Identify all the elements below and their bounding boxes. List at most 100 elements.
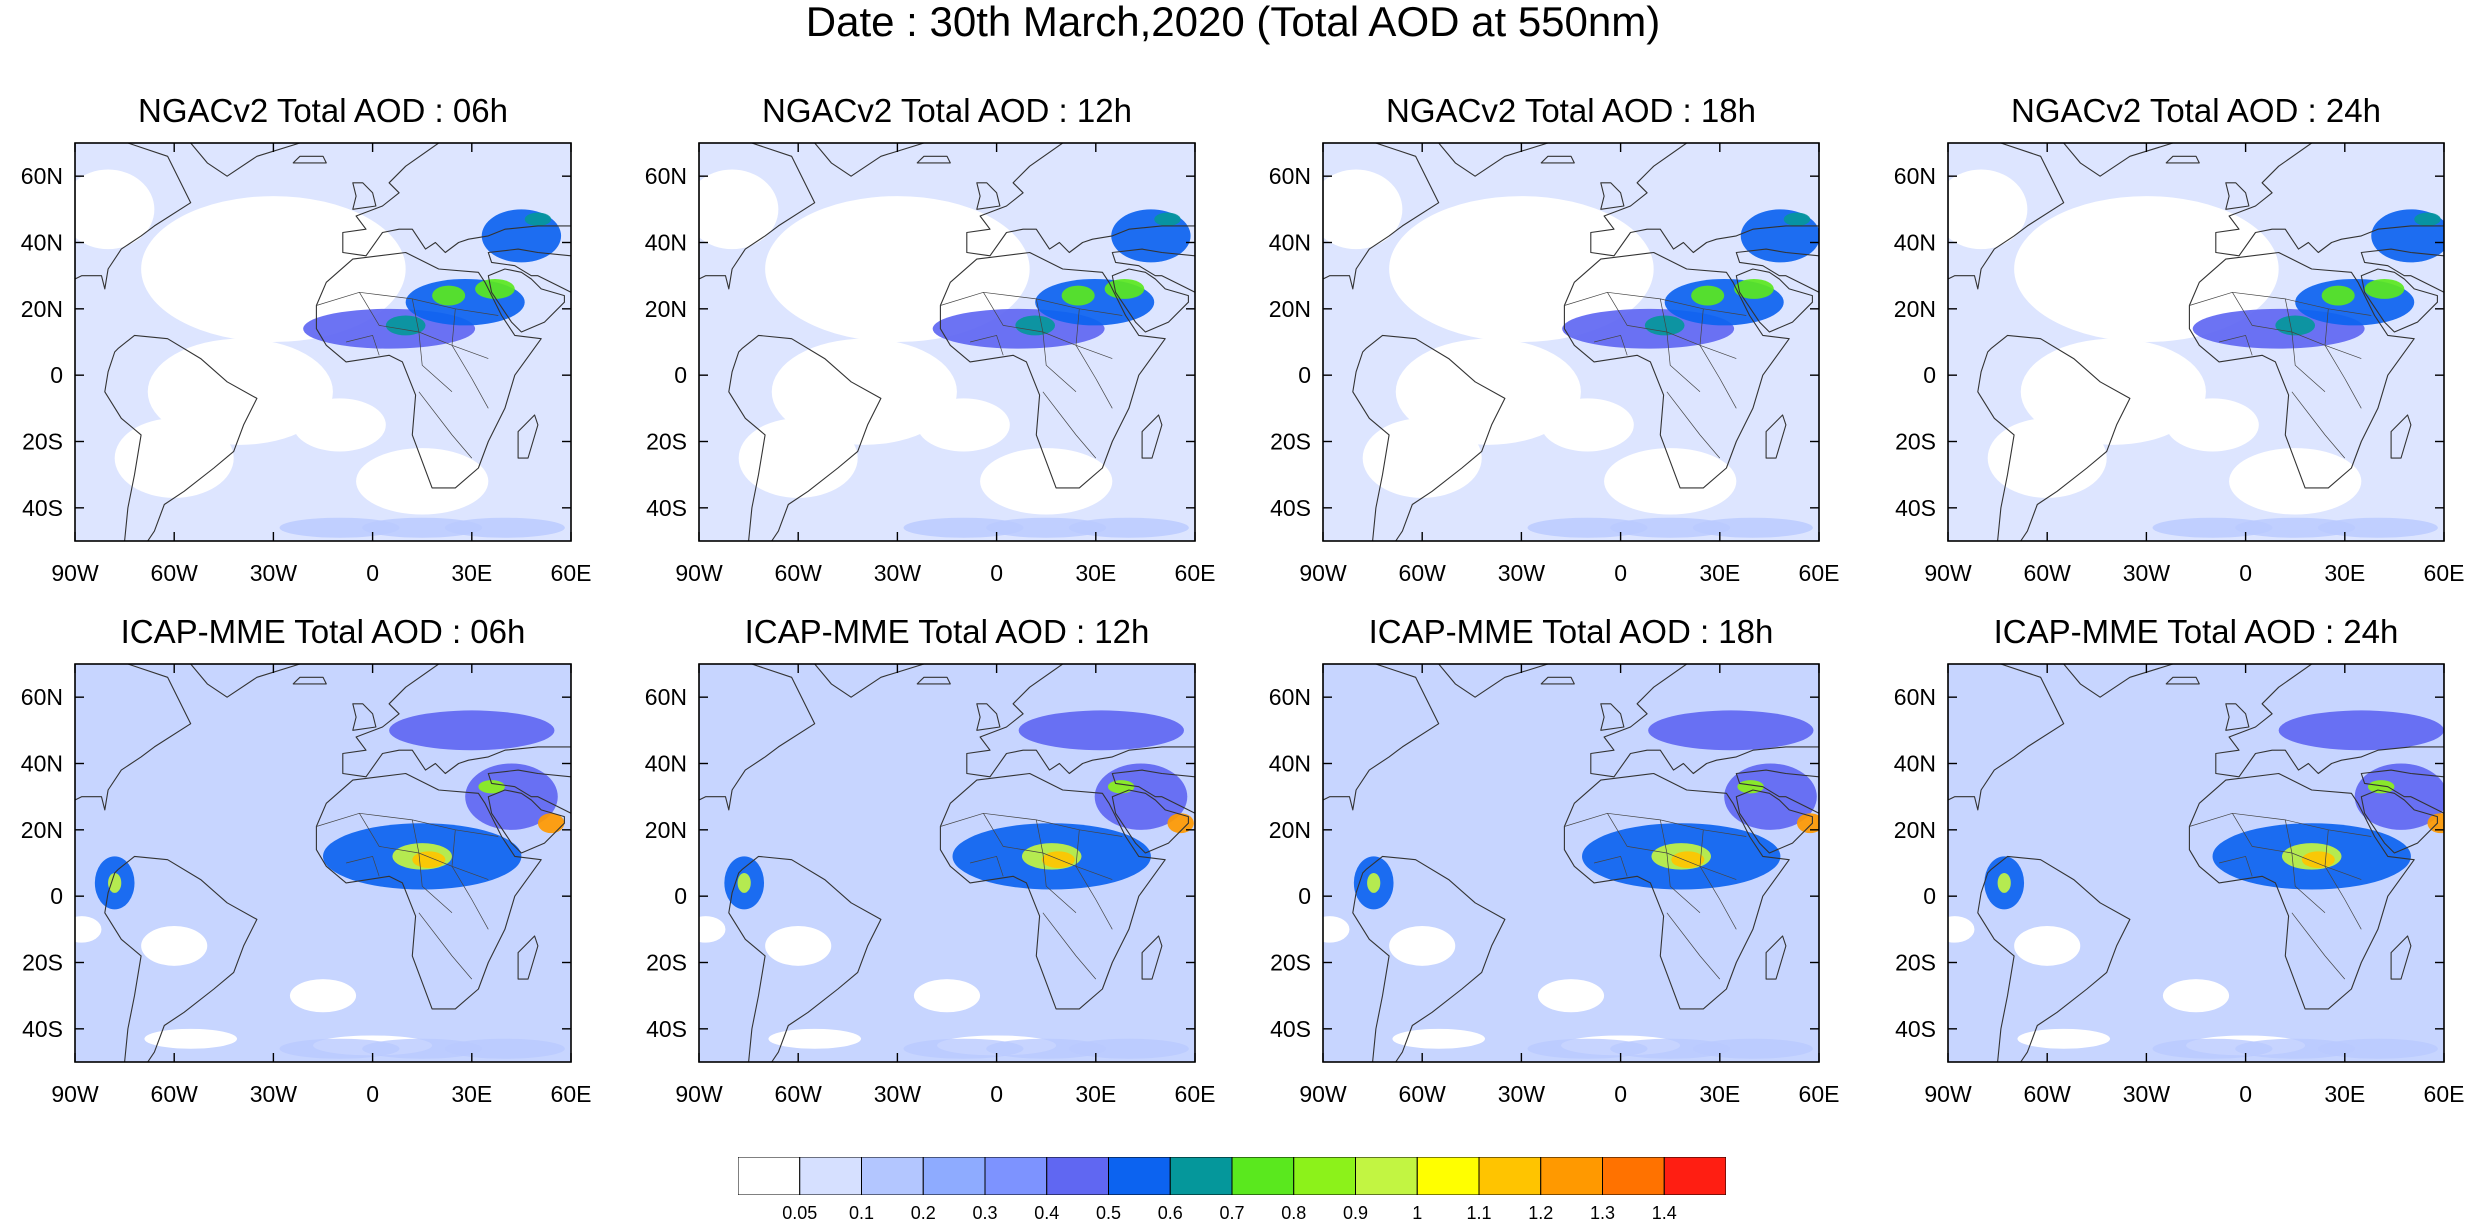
country-border [1594,855,1628,877]
low-aod-area [293,398,386,452]
lon-tick-label: 30W [250,1081,298,1107]
coastline-iceland [292,155,327,164]
coastline-greenland [814,143,925,177]
aod-plume [2367,780,2395,794]
coastline-british-isles [1600,703,1625,731]
aod-plume [1796,813,1819,834]
panel-title: ICAP-MME Total AOD : 24h [1993,613,2399,650]
low-aod-area [2166,398,2259,452]
low-aod-area [147,338,333,445]
map-frame [1947,142,2445,542]
lon-tick-label: 30W [874,1081,922,1107]
lat-tick-label: 40S [1895,1016,1936,1042]
coastline-africa [315,772,542,1010]
southern-ocean-aod-band [2152,1038,2273,1059]
lat-tick-label: 20N [1269,817,1311,843]
low-aod-area [141,196,406,342]
lat-tick-label: 20S [646,429,687,455]
country-border [411,298,453,393]
country-border [2324,829,2362,930]
aod-plume [737,872,751,893]
coastline-south-america [1352,855,1506,1062]
lat-tick-label: 40S [1270,495,1311,521]
colorbar-swatch [1355,1156,1418,1196]
coastline-iceland [1540,155,1575,164]
low-aod-area [1389,926,1456,966]
coastline-north-america [1323,664,1440,811]
aod-plume [2414,212,2441,226]
coastline-north-america [75,664,192,811]
southern-ocean-aod-band [2317,1038,2438,1059]
lat-tick-label: 60N [1894,163,1936,189]
southern-ocean-aod-band [1068,1038,1189,1059]
southern-ocean-aod-band [1610,517,1731,538]
lon-tick-label: 90W [51,1081,99,1107]
map-plot: 90W 60W 30W 0 30E 60E 60N 40N 20N 0 20S 40S [21,142,591,586]
southern-ocean-aod-band [1692,1038,1813,1059]
coastline-south-america [1352,334,1506,541]
lon-tick-label: 60W [151,560,199,586]
colorbar-swatch [1169,1156,1233,1196]
coastline-british-isles [2225,182,2250,210]
colorbar-label: 0.7 [1219,1203,1245,1223]
coastline-middle-east [487,248,571,293]
southern-ocean-aod-band [1692,517,1813,538]
lon-tick-label: 30W [2123,560,2171,586]
aod-plume [1041,851,1075,868]
coastline-africa [2188,772,2415,1010]
lat-tick-label: 20S [1895,950,1936,976]
coastline-greenland [2063,664,2174,698]
low-aod-area [699,169,779,250]
southern-ocean-aod-band [2317,517,2438,538]
country-border [411,819,453,914]
lat-tick-label: 20N [1269,296,1311,322]
coastline-madagascar [1765,935,1787,980]
colorbar-svg [737,1156,1727,1196]
map-panel-icap-24: ICAP-MME Total AOD : 24h 90W 60W 30W 0 30E 60E… [1894,613,2465,1107]
aod-plume [2301,851,2335,868]
lon-tick-label: 60E [551,560,592,586]
southern-ocean-aod-band [444,517,565,538]
lon-tick-label: 30E [1699,560,1740,586]
low-aod-area [1392,1028,1486,1049]
aod-plume [1644,315,1685,336]
coastline-south-america [728,855,882,1062]
low-aod-area [738,418,858,498]
southern-ocean-aod-band [986,1038,1107,1059]
lat-tick-label: 20N [1894,296,1936,322]
low-aod-area [765,926,832,966]
colorbar-label: 0.1 [848,1203,875,1223]
panel-title: ICAP-MME Total AOD : 12h [744,613,1150,650]
coastline-south-america [104,334,258,541]
coastline-middle-east [1735,769,1819,814]
coastline-arabia [1111,789,1189,854]
lat-tick-label: 20N [21,817,63,843]
lon-tick-label: 0 [2239,560,2252,586]
coastline-madagascar [517,935,539,980]
lon-tick-label: 60W [775,1081,823,1107]
lat-tick-label: 20S [646,950,687,976]
coastline-madagascar [1765,414,1787,459]
lon-tick-label: 30E [451,1081,492,1107]
coastline-europe [2215,143,2444,257]
low-aod-area [771,338,957,445]
low-aod-area [1323,916,1350,943]
coastline-europe [1590,143,1819,257]
map-frame [74,663,572,1063]
coastline-europe [342,143,571,257]
coastline-madagascar [2390,414,2412,459]
lat-tick-label: 0 [674,883,687,909]
coastline-africa [315,251,542,489]
low-aod-area [917,398,1010,452]
map-plot: 90W 60W 30W 0 30E 60E 60N 40N 20N 0 20S 40S [1894,663,2464,1107]
aod-plume [2278,710,2444,751]
country-border [1035,298,1077,393]
colorbar-swatch [984,1156,1048,1196]
colorbar-swatch [1293,1156,1356,1196]
lat-tick-label: 20N [1894,817,1936,843]
aod-plume [524,212,552,226]
map-panel-ngac-06: NGACv2 Total AOD : 06h 90W 60W 30W 0 30E 60E 60… [21,92,592,586]
low-aod-area [1948,169,2028,250]
lon-tick-label: 60W [2024,1081,2072,1107]
coastline-greenland [190,664,301,698]
